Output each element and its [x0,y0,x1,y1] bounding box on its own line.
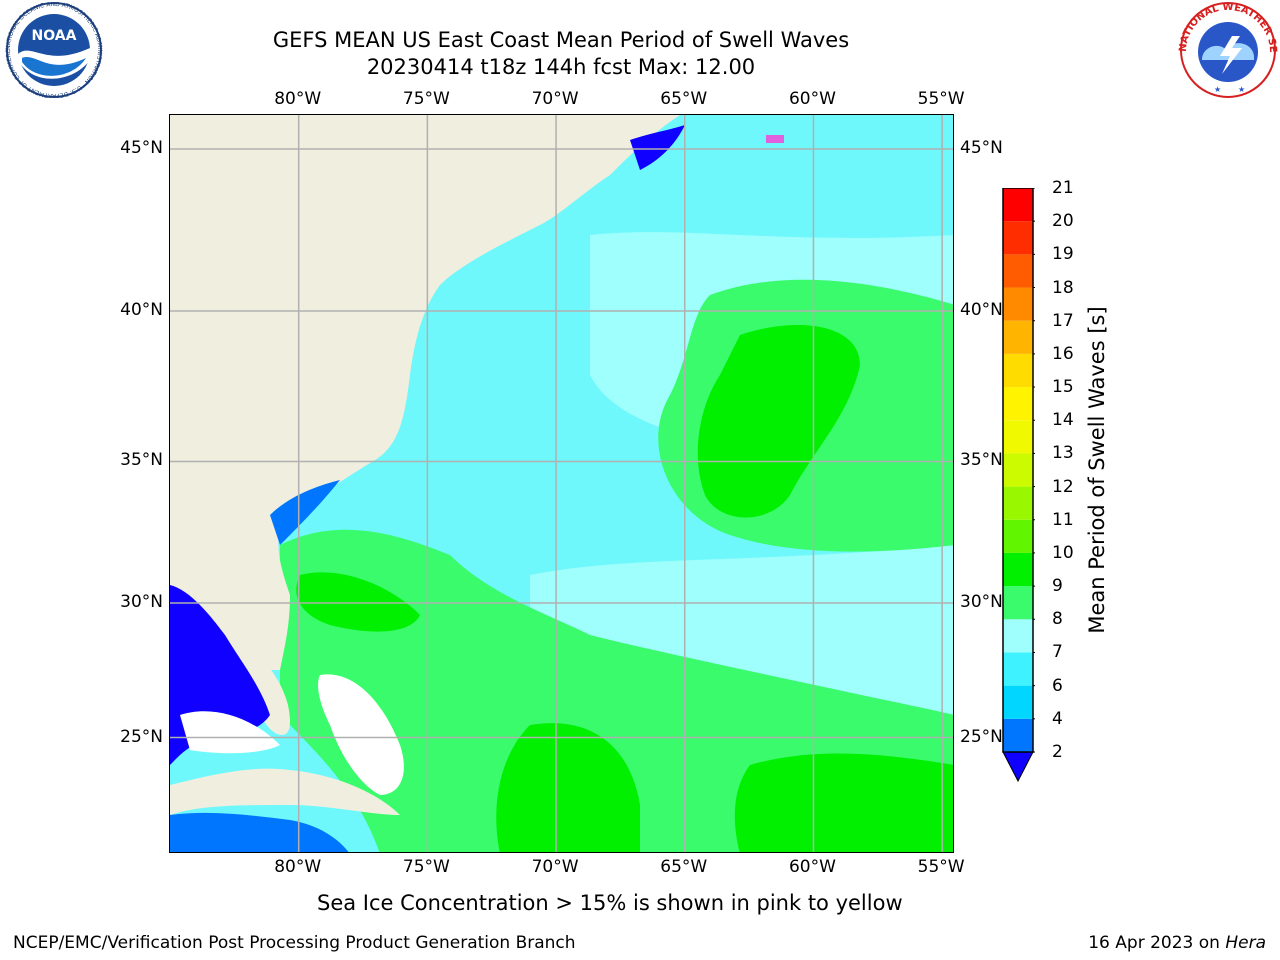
chart-title: GEFS MEAN US East Coast Mean Period of S… [272,28,850,52]
colorbar-band [1003,221,1033,255]
colorbar-band [1003,552,1033,587]
colorbar-band [1003,353,1033,388]
colorbar-tick-label: 12 [1052,476,1074,497]
lat-tick-label-left: 30°N [120,591,163,612]
lat-tick-label-left: 40°N [120,299,163,320]
lon-tick-label-top: 65°W [660,89,708,109]
colorbar-band [1003,420,1033,454]
colorbar-band [1003,685,1033,719]
colorbar-tick-label: 17 [1052,310,1074,331]
colorbar-tick-label: 21 [1052,178,1074,198]
lon-tick-label-bottom: 70°W [531,857,579,877]
colorbar-tick-label: 8 [1052,609,1063,630]
lat-tick-label-right: 25°N [960,726,1003,747]
lat-tick-label-right: 35°N [960,450,1003,471]
lon-tick-label-bottom: 60°W [788,857,836,877]
swell-period-field [170,115,953,852]
colorbar-tick-label: 9 [1052,576,1063,597]
footer-credit: NCEP/EMC/Verification Post Processing Pr… [13,933,576,953]
colorbar-tick-label: 19 [1052,244,1074,265]
lat-tick-label-right: 40°N [960,299,1003,320]
map-plot [169,114,954,853]
colorbar-tick-label: 13 [1052,443,1074,464]
colorbar-tick-label: 10 [1052,542,1074,563]
lon-tick-label-bottom: 55°W [917,857,965,877]
colorbar-tick-label: 15 [1052,377,1074,398]
svg-text:★: ★ [1214,85,1221,94]
lon-tick-label-top: 70°W [531,89,579,109]
colorbar-tick-label: 14 [1052,410,1074,431]
footer-host: Hera [1225,933,1266,953]
colorbar-band [1003,619,1033,653]
colorbar [1002,188,1035,783]
lon-tick-label-top: 60°W [788,89,836,109]
lat-tick-label-left: 35°N [120,450,163,471]
colorbar-band [1003,586,1033,620]
lon-tick-label-bottom: 75°W [402,857,450,877]
nws-logo: NATIONAL WEATHER SERVICE ★ ★ [1176,2,1278,98]
sea-ice-note: Sea Ice Concentration > 15% is shown in … [317,891,903,915]
noaa-text: NOAA [32,28,77,44]
noaa-logo: NATIONAL OCEANIC AND ATMOSPHERIC ADMINIS… [2,2,103,98]
colorbar-band [1003,486,1033,520]
lon-tick-label-top: 80°W [274,89,322,109]
colorbar-under-triangle [1002,751,1034,783]
lat-tick-label-left: 25°N [120,726,163,747]
colorbar-tick-label: 20 [1052,211,1074,232]
chart-subtitle: 20230414 t18z 144h fcst Max: 12.00 [366,55,756,79]
colorbar-band [1003,287,1033,321]
colorbar-band [1003,718,1033,752]
colorbar-band [1003,519,1033,553]
colorbar-band [1003,387,1033,421]
lon-tick-label-top: 55°W [917,89,965,109]
colorbar-band [1003,320,1033,354]
colorbar-outline [1002,188,1034,753]
colorbar-tick-label: 16 [1052,343,1074,364]
lon-tick-label-bottom: 80°W [274,857,322,877]
colorbar-label: Mean Period of Swell Waves [s] [1085,306,1109,634]
colorbar-tick-label: 6 [1052,675,1063,696]
colorbar-tick-label: 7 [1052,642,1063,663]
colorbar-band [1003,254,1033,288]
colorbar-band [1003,188,1033,222]
graticule [170,115,953,852]
footer-date-text: 16 Apr 2023 on [1088,933,1226,953]
lat-tick-label-left: 45°N [120,138,163,159]
lon-tick-label-top: 75°W [402,89,450,109]
footer-date: 16 Apr 2023 on Hera [1088,933,1266,953]
colorbar-tick-label: 2 [1052,742,1063,762]
lat-tick-label-right: 45°N [960,138,1003,159]
colorbar-band [1003,453,1033,487]
colorbar-band [1003,652,1033,686]
lon-tick-label-bottom: 65°W [660,857,708,877]
colorbar-tick-label: 18 [1052,277,1074,298]
colorbar-tick-label: 11 [1052,509,1074,530]
svg-text:★: ★ [1238,85,1245,94]
lat-tick-label-right: 30°N [960,591,1003,612]
colorbar-tick-label: 4 [1052,708,1063,729]
